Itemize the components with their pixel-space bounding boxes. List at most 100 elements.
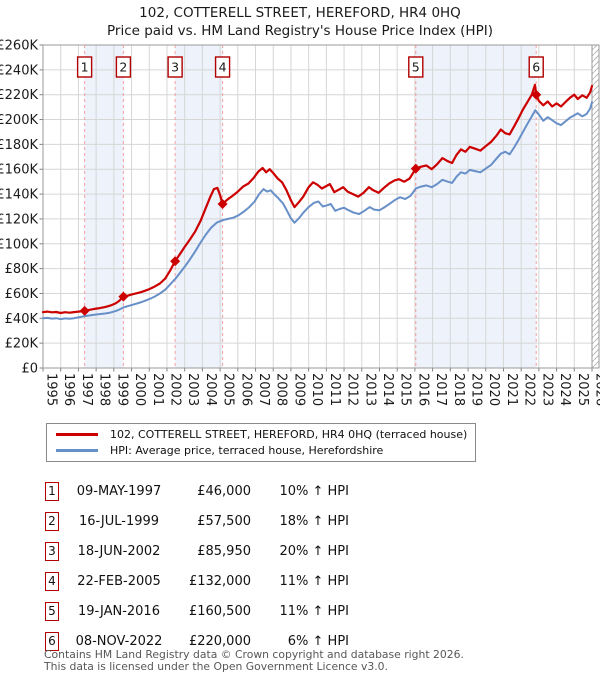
svg-text:2013: 2013 (362, 373, 377, 406)
sale-date: 09-MAY-1997 (76, 483, 162, 499)
svg-text:2026: 2026 (593, 373, 600, 406)
svg-text:1995: 1995 (44, 373, 59, 406)
footer-line2: This data is licensed under the Open Gov… (44, 659, 388, 673)
row-number-badge: 2 (45, 511, 59, 531)
sale-marker-2 (118, 291, 129, 302)
row-number-badge: 1 (45, 481, 59, 501)
page-subtitle: Price paid vs. HM Land Registry's House … (107, 23, 493, 39)
legend-label-property: 102, COTTERELL STREET, HEREFORD, HR4 0HQ… (110, 428, 468, 441)
svg-text:£140K: £140K (0, 188, 38, 203)
sale-vs-hpi: 11% ↑ HPI (279, 573, 349, 589)
svg-text:2021: 2021 (504, 373, 519, 406)
sale-marker-6 (531, 89, 542, 100)
svg-text:2006: 2006 (238, 373, 253, 406)
svg-text:2005: 2005 (221, 373, 236, 406)
sale-marker-3 (170, 256, 181, 267)
row-number-badge: 6 (45, 631, 59, 651)
sale-price: £132,000 (188, 573, 251, 589)
svg-text:£160K: £160K (0, 163, 38, 178)
table-row: 6 08-NOV-2022 £220,000 6% ↑ HPI (45, 626, 349, 656)
sale-price: £46,000 (197, 483, 251, 499)
legend-row-property: 102, COTTERELL STREET, HEREFORD, HR4 0HQ… (47, 427, 475, 443)
sale-price: £85,950 (197, 543, 251, 559)
legend-label-hpi: HPI: Average price, terraced house, Here… (110, 444, 384, 457)
chart-legend: 102, COTTERELL STREET, HEREFORD, HR4 0HQ… (46, 423, 476, 462)
svg-text:£80K: £80K (5, 262, 39, 277)
svg-text:2025: 2025 (575, 373, 590, 406)
row-number-badge: 3 (45, 541, 59, 561)
sale-vs-hpi: 18% ↑ HPI (279, 513, 349, 529)
row-number-badge: 5 (45, 601, 59, 621)
sale-date: 19-JAN-2016 (78, 603, 160, 619)
sale-date: 16-JUL-1999 (78, 513, 160, 529)
row-number-badge: 4 (45, 571, 59, 591)
svg-text:2007: 2007 (256, 373, 271, 406)
table-row: 3 18-JUN-2002 £85,950 20% ↑ HPI (45, 536, 349, 566)
svg-text:1996: 1996 (61, 373, 76, 406)
sale-price: £160,500 (188, 603, 251, 619)
table-row: 5 19-JAN-2016 £160,500 11% ↑ HPI (45, 596, 349, 626)
table-row: 1 09-MAY-1997 £46,000 10% ↑ HPI (45, 476, 349, 506)
svg-text:£40K: £40K (5, 312, 39, 327)
sale-date: 08-NOV-2022 (75, 633, 163, 649)
svg-text:3: 3 (171, 60, 179, 75)
future-hatch-strip (591, 44, 600, 369)
svg-text:2004: 2004 (203, 373, 218, 406)
svg-text:1: 1 (81, 60, 89, 75)
sale-date: 22-FEB-2005 (77, 573, 161, 589)
svg-text:2024: 2024 (557, 373, 572, 406)
sale-flag-1 (76, 56, 93, 78)
table-row: 4 22-FEB-2005 £132,000 11% ↑ HPI (45, 566, 349, 596)
svg-text:£100K: £100K (0, 237, 38, 252)
svg-text:£240K: £240K (0, 63, 38, 78)
sale-marker-1 (79, 305, 90, 316)
sale-price: £57,500 (197, 513, 251, 529)
svg-text:2015: 2015 (398, 373, 413, 406)
svg-text:2020: 2020 (486, 373, 501, 406)
legend-line-property-swatch (56, 433, 98, 436)
sale-marker-4 (217, 199, 228, 210)
svg-text:1997: 1997 (79, 373, 94, 406)
svg-text:2002: 2002 (167, 373, 182, 406)
footer-line1: Contains HM Land Registry data © Crown c… (44, 648, 464, 661)
sale-flag-3 (167, 56, 183, 78)
svg-text:£180K: £180K (0, 138, 38, 153)
sale-vs-hpi: 10% ↑ HPI (279, 483, 349, 499)
sale-flag-2 (115, 56, 132, 78)
svg-text:£60K: £60K (5, 287, 39, 302)
sale-flag-5 (408, 56, 424, 78)
svg-text:2011: 2011 (327, 373, 342, 406)
svg-text:£200K: £200K (0, 113, 38, 128)
svg-text:2001: 2001 (150, 373, 165, 406)
svg-text:2022: 2022 (522, 373, 537, 406)
price-history-chart: £0 £20K £40K £60K £80K £100K £120K £140K £160K £1… (0, 39, 600, 407)
svg-text:2: 2 (119, 60, 127, 75)
svg-text:2010: 2010 (309, 373, 324, 406)
svg-text:£260K: £260K (0, 39, 38, 54)
sale-vs-hpi: 11% ↑ HPI (279, 603, 349, 619)
sale-flag-6 (528, 56, 544, 78)
legend-row-hpi: HPI: Average price, terraced house, Here… (47, 443, 475, 459)
svg-text:2012: 2012 (345, 373, 360, 406)
svg-text:2014: 2014 (380, 373, 395, 406)
svg-text:2023: 2023 (539, 373, 554, 406)
svg-text:5: 5 (412, 60, 420, 75)
svg-text:1998: 1998 (97, 373, 112, 406)
svg-text:£120K: £120K (0, 212, 38, 227)
svg-text:£220K: £220K (0, 88, 38, 103)
svg-text:4: 4 (219, 60, 227, 75)
svg-text:2018: 2018 (451, 373, 466, 406)
svg-text:£0: £0 (21, 362, 38, 377)
axis-labels: £0 £20K £40K £60K £80K £100K £120K £140K £160K £1… (0, 39, 600, 407)
sale-price: £220,000 (188, 633, 251, 649)
svg-text:2019: 2019 (469, 373, 484, 406)
sale-marker-5 (410, 163, 421, 174)
sale-flag-4 (214, 56, 231, 78)
svg-text:1999: 1999 (114, 373, 129, 406)
series-line-hpi (42, 101, 593, 321)
page-title: 102, COTTERELL STREET, HEREFORD, HR4 0HQ (139, 5, 461, 21)
sale-vs-hpi: 20% ↑ HPI (279, 543, 349, 559)
svg-text:£20K: £20K (5, 337, 39, 352)
series-line-property (41, 83, 594, 315)
